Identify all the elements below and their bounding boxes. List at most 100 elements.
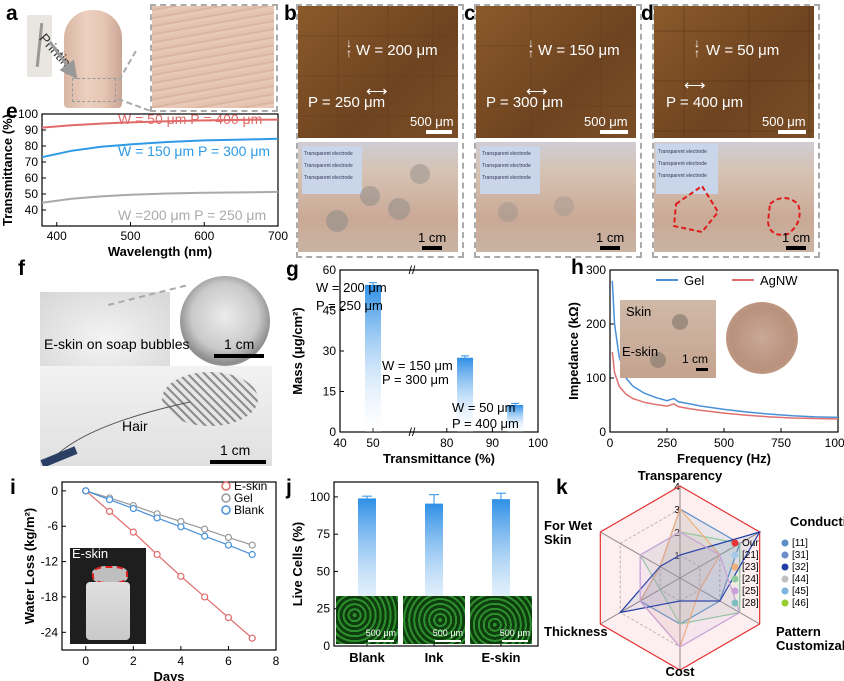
data-point (201, 532, 209, 540)
data-point (201, 593, 209, 601)
radar-axis-label: Skin (544, 532, 572, 547)
p-label-c: P = 300 μm (486, 94, 564, 111)
legend-marker (731, 539, 739, 547)
data-point (224, 613, 233, 622)
data-point (248, 550, 256, 559)
y-tick-label: 0 (323, 639, 330, 653)
legend-label: [45] (792, 586, 809, 597)
legend-marker (781, 587, 789, 595)
bar-label: W = 50 μm (452, 400, 515, 415)
scale-label-c-micro: 500 μm (584, 114, 628, 129)
y-tick-label: 15 (323, 385, 337, 399)
eskin-bottle-label: E-skin (72, 548, 109, 561)
y-tick-label: 75 (317, 527, 331, 541)
cell-image-eskin: 500 μm (470, 596, 532, 644)
scale-label-c-arm: 1 cm (596, 230, 625, 245)
x-axis-label: Frequency (Hz) (677, 451, 771, 466)
y-tick-label: 0 (51, 484, 58, 498)
electrode-inset-c: Transparent electrode Transparent electro… (480, 146, 540, 194)
y-tick-label: 40 (25, 203, 39, 217)
panel-label-j: j (286, 476, 292, 499)
y-tick-label: 90 (25, 123, 39, 137)
legend-marker (731, 563, 739, 571)
micrograph-d: W = 50 μm ↓ ↑ P = 400 μm ⟷ 500 μm (654, 6, 814, 138)
data-point (224, 541, 233, 549)
chart-j-live-cells: 0 25 50 75 100 Live Cells (%) Blank Ink E-skin (290, 481, 539, 665)
panel-label-h: h (571, 256, 584, 279)
y-tick-label: -6 (47, 519, 58, 533)
y-tick-label: 25 (317, 602, 331, 616)
radar-axis-label: Pattern (776, 624, 821, 639)
bar (507, 405, 524, 432)
y-tick-label: 30 (323, 344, 337, 358)
data-point (177, 572, 185, 580)
radar-axis-label: Thickness (544, 624, 608, 639)
x-axis-label: Days (153, 669, 184, 681)
data-point (129, 504, 137, 513)
x-tick-label: 80 (440, 436, 454, 450)
series-line (85, 490, 253, 639)
y-tick-label: 60 (323, 263, 337, 277)
micrograph-c: W = 150 μm ↓ ↑ P = 300 μm ⟷ 500 μm (476, 6, 636, 138)
electrode-inset-d: Transparent electrode Transparent electro… (656, 144, 718, 194)
x-tick-label: 0 (82, 654, 89, 668)
scalebar-f-bottom (210, 460, 266, 464)
skin-eskin-inset: Skin E-skin 1 cm (620, 300, 716, 378)
w-label-c: W = 150 μm (538, 42, 620, 59)
bar-label: P = 400 μm (452, 416, 519, 431)
legend-marker (731, 599, 739, 607)
data-point (248, 634, 256, 642)
skin-label: Skin (626, 304, 652, 319)
legend-marker (781, 539, 789, 547)
series-line (611, 351, 839, 420)
panel-label-i: i (10, 476, 16, 499)
x-tick-label: 2 (130, 654, 137, 668)
chart-i-water-loss: 0 2 4 6 8 0 -6 -12 -18 -24 Days Water Loss (kg/m²) E… (22, 479, 280, 681)
cell-image-ink: 500 μm (403, 596, 465, 644)
legend-label: [24] (742, 574, 759, 585)
y-axis-label: Live Cells (%) (290, 522, 305, 607)
width-arrow-icon: ↓ ↑ (694, 36, 700, 60)
scale-label-b-arm: 1 cm (418, 230, 447, 245)
plot-frame (61, 481, 277, 651)
radar-series (639, 531, 741, 648)
x-tick-label: Ink (425, 650, 445, 665)
data-point (201, 525, 209, 533)
x-tick-label: 500 (120, 229, 140, 243)
y-tick-label: 100 (18, 107, 38, 121)
panel-label-k: k (556, 476, 568, 499)
data-point (153, 514, 161, 522)
y-tick-label: -18 (41, 590, 59, 604)
panel-label-g: g (286, 258, 299, 281)
pitch-arrow-icon: ⟷ (526, 83, 548, 100)
legend-label: [46] (792, 598, 809, 609)
y-tick-label: 50 (317, 564, 331, 578)
bar-label: P = 250 μm (316, 298, 383, 313)
eskin-label: E-skin (622, 344, 659, 359)
panel-a: Printing (0, 0, 280, 112)
x-tick-label: 8 (273, 654, 280, 668)
legend-marker (781, 551, 789, 559)
legend-label: [31] (792, 550, 809, 561)
y-tick-label: 70 (25, 155, 39, 169)
scalebar-f-top (214, 354, 264, 358)
panel-label-d: d (641, 2, 654, 25)
y-tick-label: -24 (41, 625, 59, 639)
panel-label-f: f (18, 257, 25, 280)
plot-frame (41, 113, 279, 227)
bar (365, 284, 381, 432)
data-point (82, 487, 90, 495)
legend-label: [44] (792, 574, 809, 585)
scale-label-f-top: 1 cm (224, 336, 255, 352)
y-tick-label: 200 (586, 317, 606, 331)
bottle-photo: E-skin (70, 548, 146, 644)
scalebar-b-arm (422, 246, 442, 250)
series-label: W =200 μm P = 250 μm (118, 207, 266, 223)
chart-g-mass: // // 40 50 80 90 100 0 15 30 45 60 Transmittance (%… (290, 263, 548, 466)
data-point (105, 507, 114, 516)
skin-closeup-photo (152, 6, 274, 108)
series-label: W = 50 μm P = 400 μm (118, 111, 262, 127)
radar-axis-label: Conductivity (790, 514, 844, 529)
bubbles-label: E-skin on soap bubbles (44, 336, 190, 352)
